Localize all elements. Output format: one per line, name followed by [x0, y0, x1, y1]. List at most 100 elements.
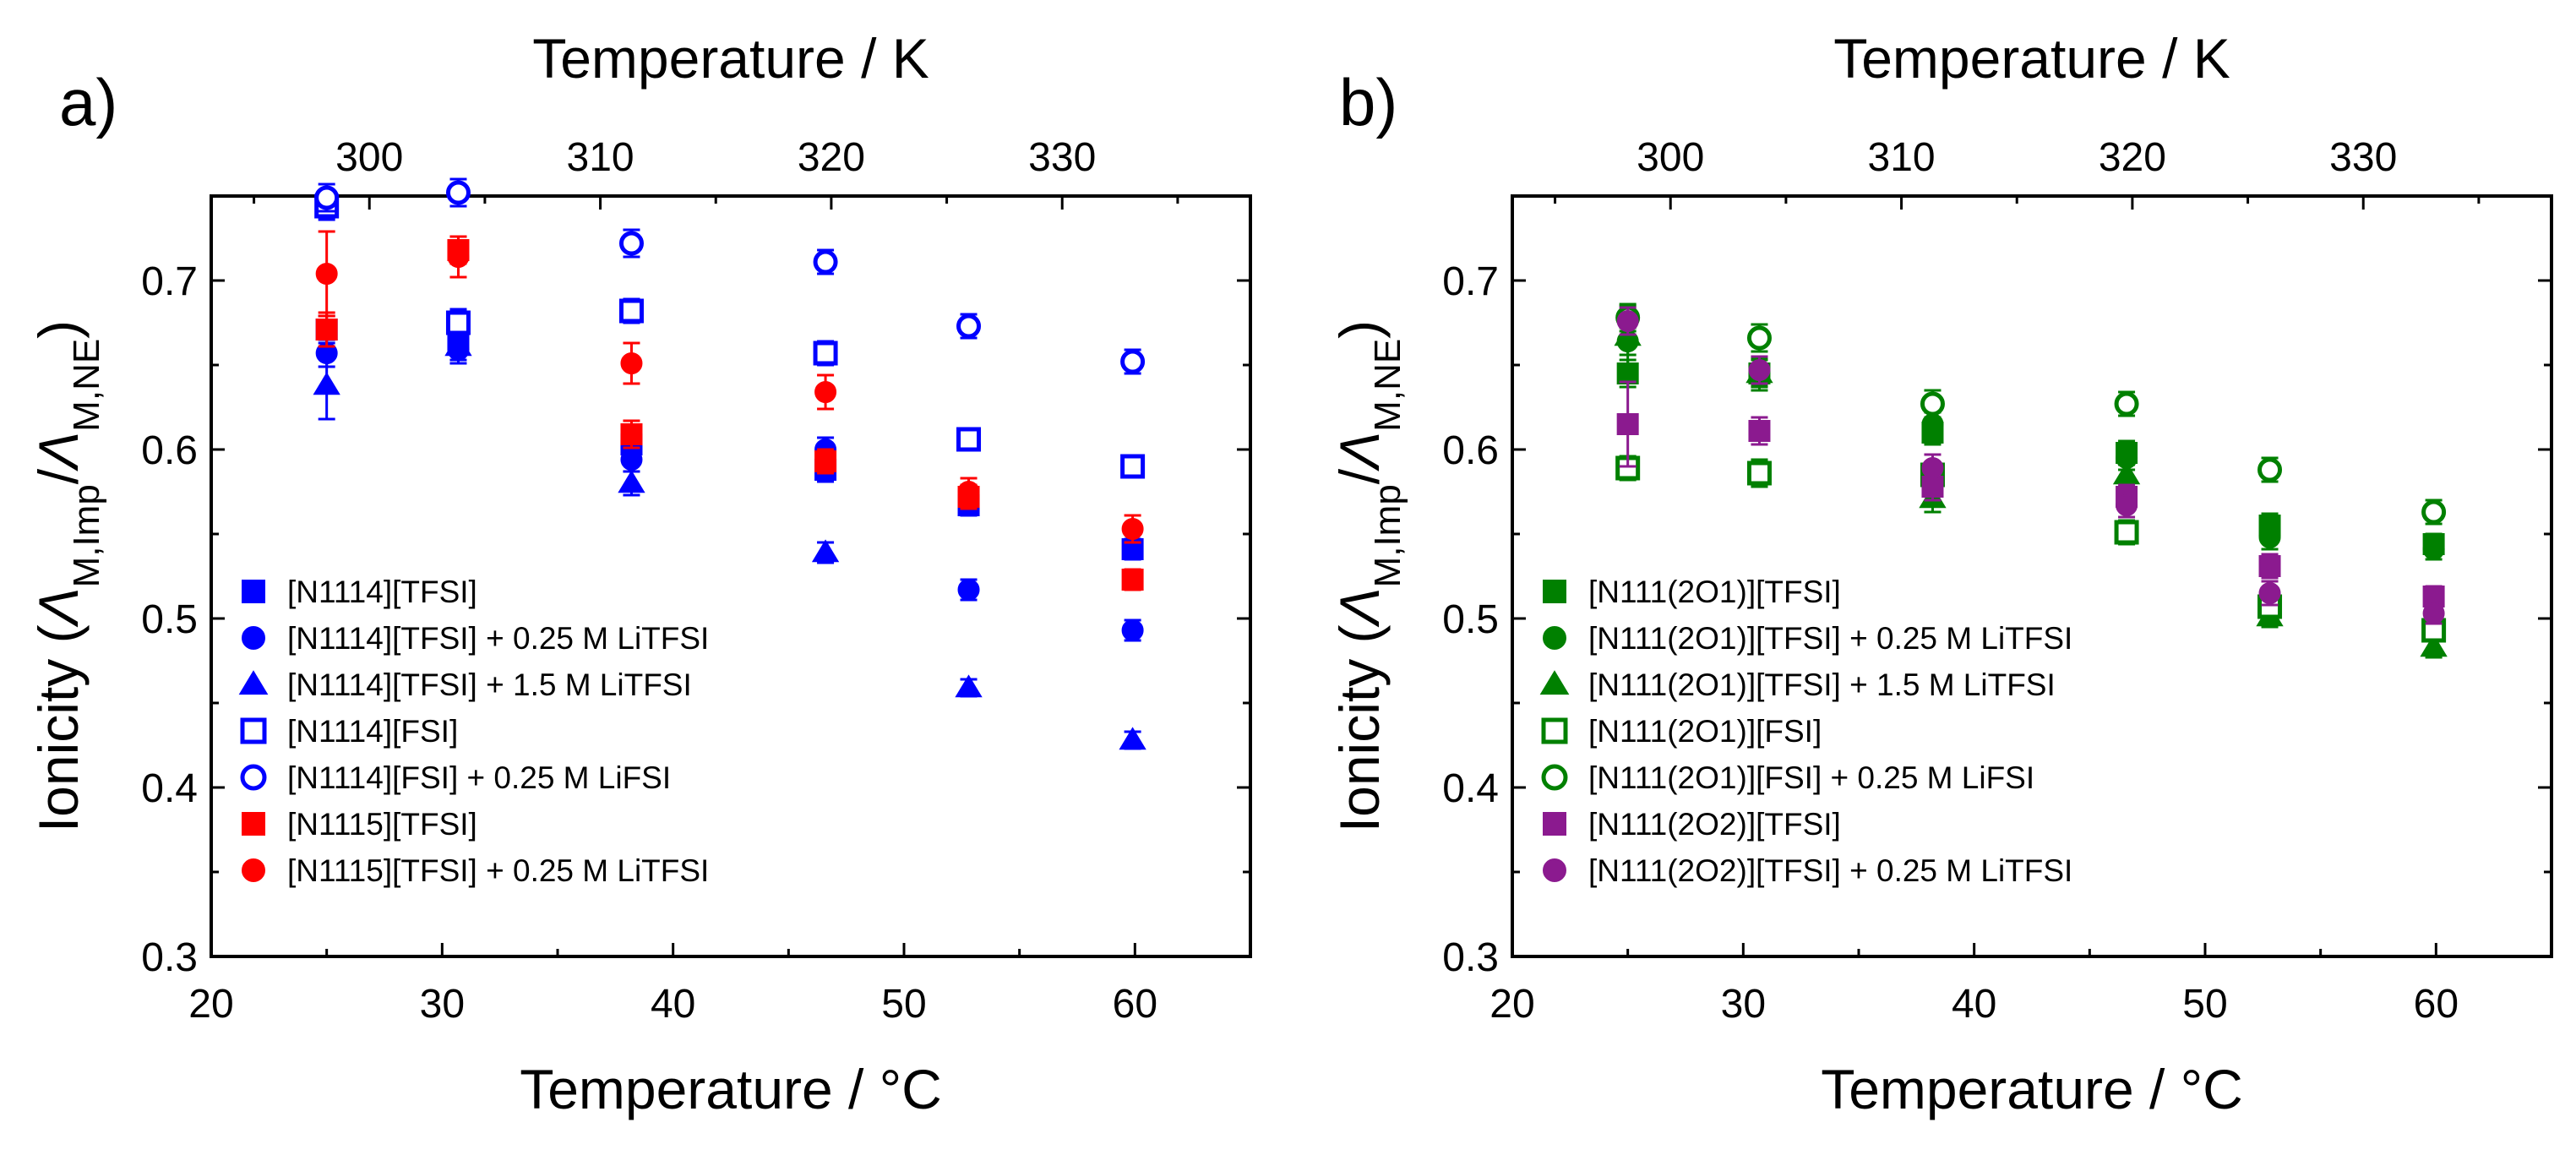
data-point	[814, 381, 837, 403]
y-axis-title-sub1: M,Imp	[66, 484, 107, 587]
y-tick-label: 0.3	[141, 935, 198, 980]
legend-marker	[242, 626, 265, 650]
data-point	[956, 313, 982, 339]
data-point	[2421, 499, 2447, 525]
data-point	[313, 372, 340, 395]
data-point	[618, 231, 644, 256]
data-point	[957, 579, 980, 601]
x-tick-label: 40	[651, 982, 695, 1027]
y-tick-label: 0.7	[1442, 259, 1499, 304]
data-point	[1121, 619, 1144, 641]
legend-label: [N111(2O1)][FSI]	[1588, 714, 1822, 749]
y-axis-title-sym1: Λ	[27, 587, 90, 628]
data-point	[955, 674, 983, 698]
legend-marker	[1543, 812, 1566, 836]
legend-label: [N111(2O1)][TFSI] + 1.5 M LiTFSI	[1588, 667, 2056, 702]
data-point	[2257, 457, 2283, 482]
data-point	[2258, 526, 2281, 548]
data-point	[1120, 349, 1146, 374]
legend-marker	[238, 670, 269, 695]
y-tick-label: 0.5	[1442, 597, 1499, 642]
legend-marker	[1543, 858, 1566, 882]
data-point	[315, 263, 338, 285]
legend-marker	[242, 858, 265, 882]
data-point	[2258, 582, 2281, 604]
legend-marker	[1543, 626, 1566, 650]
data-point	[445, 180, 471, 205]
x-tick-label: 40	[1952, 982, 1996, 1027]
data-point	[1748, 420, 1771, 442]
y-tick-label: 0.3	[1442, 935, 1499, 980]
data-point	[811, 539, 840, 563]
legend-label: [N1114][TFSI] + 1.5 M LiTFSI	[287, 667, 692, 702]
data-point	[814, 450, 837, 472]
y-tick-label: 0.4	[141, 766, 198, 811]
y-tick-label: 0.5	[141, 597, 198, 642]
data-point	[620, 352, 643, 374]
x2-tick-label: 300	[1637, 135, 1704, 180]
data-point	[620, 449, 643, 471]
plot-frame	[210, 194, 1252, 958]
legend-label: [N1114][FSI] + 0.25 M LiFSI	[287, 760, 671, 795]
panel-a: 20 30 40 50 60 0.3 0.4 0.5 0.6 0.7 300 310 320 330 Tem…	[27, 27, 1252, 1120]
data-point	[1121, 518, 1144, 540]
data-point	[2114, 391, 2139, 417]
series-n111-2o1-fsi	[1615, 455, 2447, 643]
data-point	[2116, 494, 2138, 516]
data-point	[315, 319, 338, 341]
data-point	[1616, 310, 1639, 332]
legend-marker	[240, 764, 267, 791]
y-axis-title-slash: /	[27, 468, 90, 484]
legend-label: [N1114][TFSI]	[287, 575, 477, 609]
x2-tick-label: 310	[1868, 135, 1936, 180]
y-axis-title-slash: /	[1328, 468, 1391, 484]
y-axis-title-sub2: M,NE	[66, 339, 107, 432]
legend-marker	[1539, 670, 1570, 695]
legend-label: [N111(2O1)][TFSI]	[1588, 575, 1841, 609]
series-n111-2o1-fsi-0-25-m-lifsi	[1615, 302, 2447, 526]
x2-tick-label: 320	[798, 135, 865, 180]
data-point	[2422, 538, 2445, 560]
legend: [N1114][TFSI] [N1114][TFSI] + 0.25 M LiTF…	[238, 575, 709, 888]
x-tick-label: 60	[1113, 982, 1157, 1027]
data-point	[618, 298, 644, 324]
panel-label: a)	[59, 65, 117, 139]
series-n111-2o1-tfsi	[1616, 358, 2445, 556]
legend-marker	[242, 812, 265, 836]
legend-label: [N111(2O1)][TFSI] + 0.25 M LiTFSI	[1588, 621, 2072, 656]
series-n1114-fsi	[314, 191, 1146, 479]
y-axis-title-sub2: M,NE	[1367, 339, 1408, 432]
y-tick-label: 0.4	[1442, 766, 1499, 811]
series-n1114-fsi-0-25-m-lifsi	[314, 177, 1146, 375]
series-n111-2o2-tfsi	[1616, 380, 2445, 608]
legend-label: [N111(2O2)][TFSI]	[1588, 807, 1841, 842]
x-tick-label: 60	[2414, 982, 2459, 1027]
x-tick-label: 20	[1490, 982, 1534, 1027]
data-point	[620, 423, 643, 445]
legend-label: [N1114][TFSI] + 0.25 M LiTFSI	[287, 621, 709, 656]
data-point	[447, 246, 470, 268]
legend-label: [N1114][FSI]	[287, 714, 458, 749]
y-axis-title-prefix: Ionicity (	[1328, 624, 1391, 832]
data-point	[813, 341, 838, 366]
legend-marker	[1543, 580, 1566, 603]
data-point	[1746, 460, 1772, 486]
data-point	[1746, 325, 1772, 351]
legend: [N111(2O1)][TFSI] [N111(2O1)][TFSI] + 0.2…	[1539, 575, 2072, 888]
x2-tick-label: 300	[335, 135, 403, 180]
series-n1115-tfsi	[315, 235, 1144, 591]
data-point	[1920, 391, 1945, 417]
legend-marker	[242, 580, 265, 603]
plot-frame	[1511, 194, 2553, 958]
data-point	[1121, 569, 1144, 591]
y-tick-label: 0.6	[1442, 428, 1499, 473]
legend-label: [N1115][TFSI]	[287, 807, 477, 842]
y-axis-title: Ionicity (ΛM,Imp/ΛM,NE)	[27, 320, 107, 832]
x-axis-title: Temperature / °C	[520, 1058, 942, 1120]
x2-tick-label: 320	[2099, 135, 2166, 180]
x2-tick-label: 310	[567, 135, 634, 180]
y-axis-title-sub1: M,Imp	[1367, 484, 1408, 587]
data-point	[2422, 602, 2445, 624]
data-points	[1614, 302, 2448, 659]
